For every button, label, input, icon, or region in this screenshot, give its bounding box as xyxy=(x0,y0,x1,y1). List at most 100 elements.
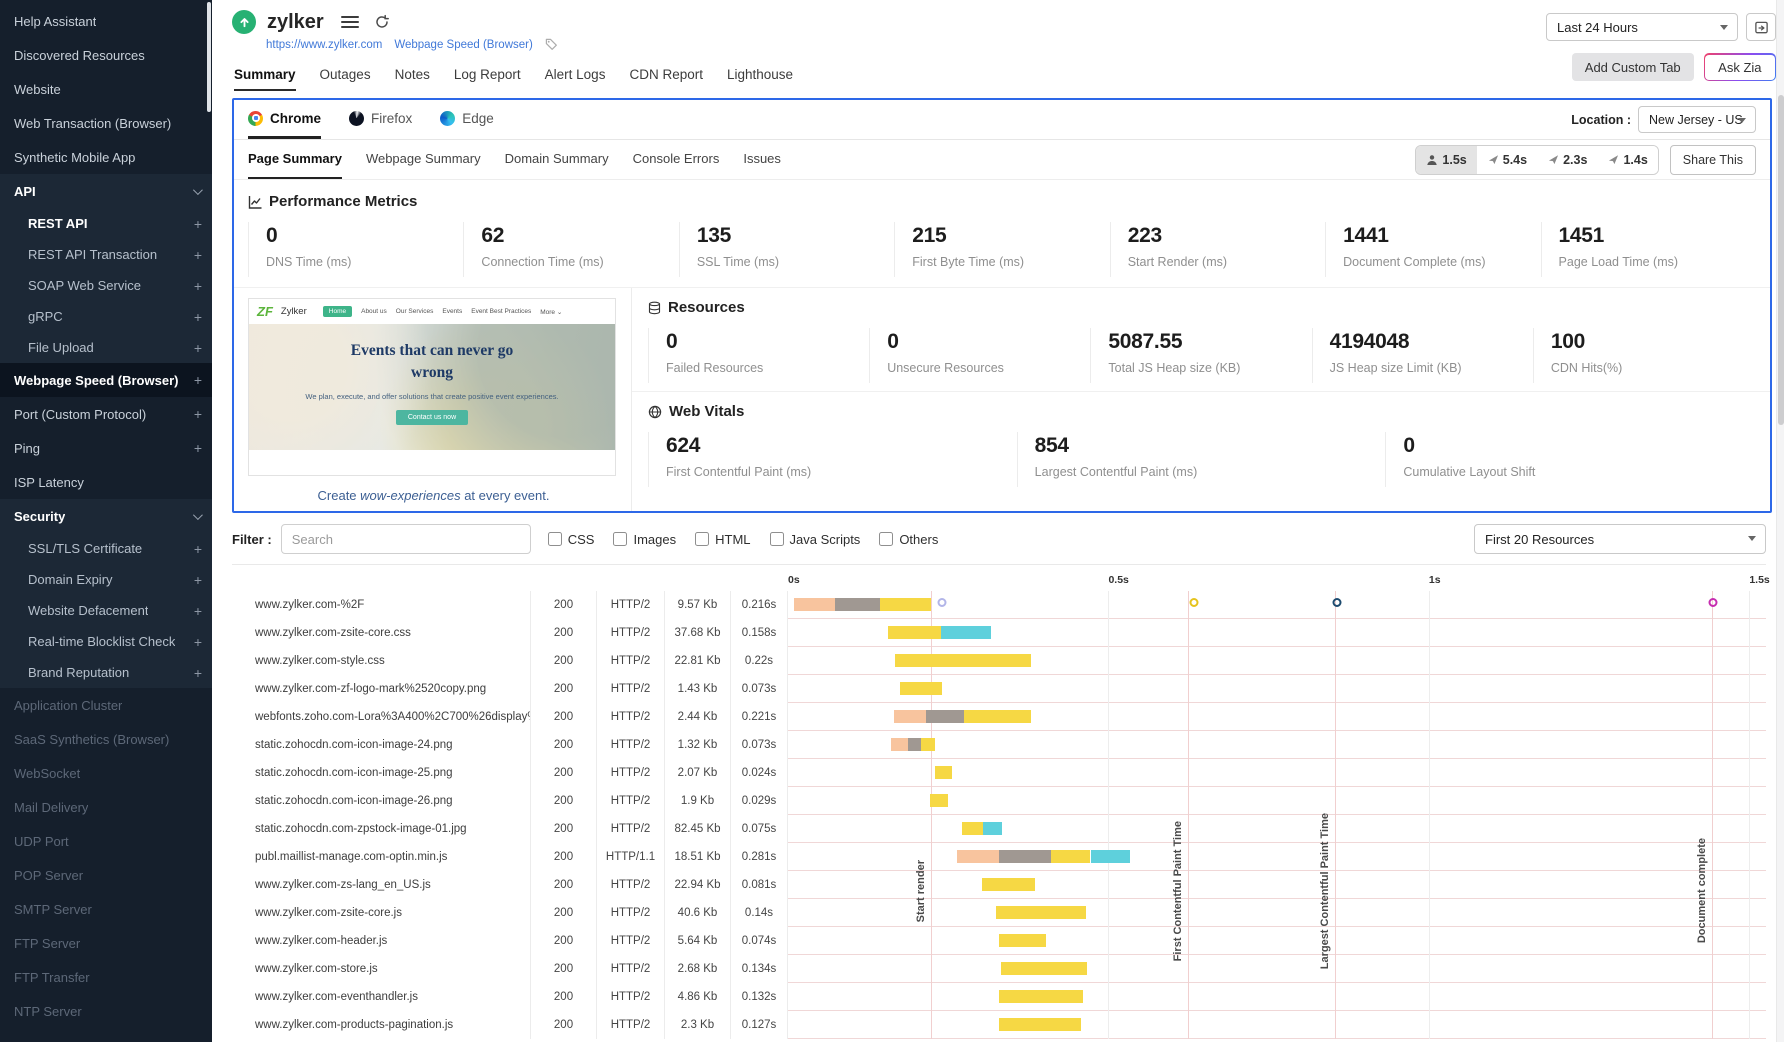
resource-url[interactable]: www.zylker.com-zf-logo-mark%2520copy.png xyxy=(232,675,530,703)
resource-url[interactable]: www.zylker.com-header.js xyxy=(232,927,530,955)
report-tab[interactable]: Alert Logs xyxy=(545,67,606,91)
resource-url[interactable]: static.zohocdn.com-icon-image-24.png xyxy=(232,731,530,759)
resource-url[interactable]: webfonts.zoho.com-Lora%3A400%2C700%26dis… xyxy=(232,703,530,731)
plus-icon[interactable] xyxy=(194,604,202,618)
tag-icon[interactable] xyxy=(545,38,558,51)
resource-url[interactable]: www.zylker.com-zs-lang_en_US.js xyxy=(232,871,530,899)
report-tab[interactable]: Summary xyxy=(234,67,296,91)
checkbox[interactable] xyxy=(695,532,709,546)
resource-url[interactable]: static.zohocdn.com-icon-image-26.png xyxy=(232,787,530,815)
sidebar-item[interactable]: FTP Server xyxy=(0,926,212,960)
page-screenshot-thumbnail[interactable]: ZF Zylker HomeAbout usOur ServicesEvents… xyxy=(248,298,616,476)
plus-icon[interactable] xyxy=(194,341,202,355)
sidebar-item[interactable]: WebSocket xyxy=(0,756,212,790)
sidebar-item[interactable]: Security xyxy=(0,499,212,533)
resource-type-checkbox[interactable]: CSS xyxy=(548,532,595,547)
report-tab[interactable]: Outages xyxy=(320,67,371,91)
resource-limit-select[interactable]: First 20 Resources xyxy=(1474,524,1766,554)
resource-url[interactable]: www.zylker.com-store.js xyxy=(232,955,530,983)
sidebar-item[interactable]: POP Server xyxy=(0,858,212,892)
sidebar-item[interactable]: Help Assistant xyxy=(0,4,212,38)
plus-icon[interactable] xyxy=(194,441,202,455)
search-input[interactable] xyxy=(281,524,531,554)
plus-icon[interactable] xyxy=(194,542,202,556)
sidebar-item[interactable]: Website Defacement xyxy=(0,595,212,626)
ask-zia-button[interactable]: Ask Zia xyxy=(1705,55,1774,80)
checkbox[interactable] xyxy=(548,532,562,546)
sidebar-item[interactable]: Brand Reputation xyxy=(0,657,212,688)
resource-type-checkbox[interactable]: HTML xyxy=(695,532,750,547)
checkbox[interactable] xyxy=(879,532,893,546)
sidebar-item[interactable]: Ping xyxy=(0,431,212,465)
sidebar-item[interactable]: SMTP Server xyxy=(0,892,212,926)
monitor-url-link[interactable]: https://www.zylker.com xyxy=(266,39,382,51)
page-scrollbar[interactable] xyxy=(1776,0,1784,1042)
page-scrollbar-thumb[interactable] xyxy=(1778,95,1784,425)
sidebar-item[interactable]: Real-time Blocklist Check xyxy=(0,626,212,657)
location-select[interactable]: New Jersey - US xyxy=(1638,106,1756,133)
sidebar-item[interactable]: FTP Transfer xyxy=(0,960,212,994)
sidebar-item[interactable]: UDP Port xyxy=(0,824,212,858)
ask-zia-button-border[interactable]: Ask Zia xyxy=(1704,53,1776,81)
sidebar-scrollbar-thumb[interactable] xyxy=(207,2,211,112)
plus-icon[interactable] xyxy=(194,407,202,421)
plus-icon[interactable] xyxy=(194,248,202,262)
sidebar-item[interactable]: Domain Expiry xyxy=(0,564,212,595)
sidebar-item[interactable]: Mail Delivery xyxy=(0,790,212,824)
summary-subtab[interactable]: Domain Summary xyxy=(505,140,609,179)
plus-icon[interactable] xyxy=(194,666,202,680)
speed-pill[interactable]: 2.3s xyxy=(1538,146,1598,174)
speed-pill[interactable]: 1.4s xyxy=(1598,146,1657,174)
sidebar-item[interactable]: SSL/TLS Certificate xyxy=(0,533,212,564)
hamburger-menu-icon[interactable] xyxy=(341,16,359,28)
plus-icon[interactable] xyxy=(194,279,202,293)
checkbox[interactable] xyxy=(613,532,627,546)
sidebar-item[interactable]: Application Cluster xyxy=(0,688,212,722)
time-range-select[interactable]: Last 24 Hours xyxy=(1546,13,1738,41)
resource-url[interactable]: static.zohocdn.com-zpstock-image-01.jpg xyxy=(232,815,530,843)
sidebar-item[interactable]: Discovered Resources xyxy=(0,38,212,72)
summary-subtab[interactable]: Webpage Summary xyxy=(366,140,481,179)
plus-icon[interactable] xyxy=(194,573,202,587)
resource-url[interactable]: www.zylker.com-style.css xyxy=(232,647,530,675)
report-tab[interactable]: Log Report xyxy=(454,67,521,91)
checkbox[interactable] xyxy=(770,532,784,546)
sidebar-item[interactable]: gRPC xyxy=(0,301,212,332)
sidebar-item[interactable]: Website xyxy=(0,72,212,106)
report-tab[interactable]: CDN Report xyxy=(629,67,703,91)
plus-icon[interactable] xyxy=(194,373,202,387)
resource-url[interactable]: www.zylker.com-zsite-core.css xyxy=(232,619,530,647)
sidebar-item[interactable]: REST API Transaction xyxy=(0,239,212,270)
swap-view-icon[interactable] xyxy=(1746,13,1776,41)
report-tab[interactable]: Lighthouse xyxy=(727,67,793,91)
browser-tab[interactable]: Edge xyxy=(440,100,494,139)
resource-url[interactable]: www.zylker.com-eventhandler.js xyxy=(232,983,530,1011)
resource-url[interactable]: static.zohocdn.com-icon-image-25.png xyxy=(232,759,530,787)
sidebar-item[interactable]: File Upload xyxy=(0,332,212,363)
resource-url[interactable]: publ.maillist-manage.com-optin.min.js xyxy=(232,843,530,871)
sidebar-item[interactable]: Web Transaction (Browser) xyxy=(0,106,212,140)
summary-subtab[interactable]: Page Summary xyxy=(248,140,342,179)
plus-icon[interactable] xyxy=(194,635,202,649)
sidebar-item[interactable]: ISP Latency xyxy=(0,465,212,499)
sidebar-item[interactable]: Synthetic Mobile App xyxy=(0,140,212,174)
resource-url[interactable]: www.zylker.com-zsite-core.js xyxy=(232,899,530,927)
resource-url[interactable]: www.zylker.com-%2F xyxy=(232,591,530,619)
monitor-type-link[interactable]: Webpage Speed (Browser) xyxy=(394,39,533,51)
report-tab[interactable]: Notes xyxy=(395,67,430,91)
resource-type-checkbox[interactable]: Java Scripts xyxy=(770,532,861,547)
browser-tab[interactable]: Chrome xyxy=(248,100,321,139)
summary-subtab[interactable]: Issues xyxy=(743,140,781,179)
resource-url[interactable]: www.zylker.com-products-pagination.js xyxy=(232,1011,530,1039)
sidebar-item[interactable]: REST API xyxy=(0,208,212,239)
sidebar-item[interactable]: SOAP Web Service xyxy=(0,270,212,301)
browser-tab[interactable]: Firefox xyxy=(349,100,412,139)
summary-subtab[interactable]: Console Errors xyxy=(633,140,720,179)
sidebar-item[interactable]: Webpage Speed (Browser) xyxy=(0,363,212,397)
resource-type-checkbox[interactable]: Images xyxy=(613,532,676,547)
speed-pill[interactable]: 5.4s xyxy=(1478,146,1538,174)
resource-type-checkbox[interactable]: Others xyxy=(879,532,938,547)
add-custom-tab-button[interactable]: Add Custom Tab xyxy=(1572,53,1694,81)
plus-icon[interactable] xyxy=(194,310,202,324)
refresh-icon[interactable] xyxy=(374,14,390,30)
